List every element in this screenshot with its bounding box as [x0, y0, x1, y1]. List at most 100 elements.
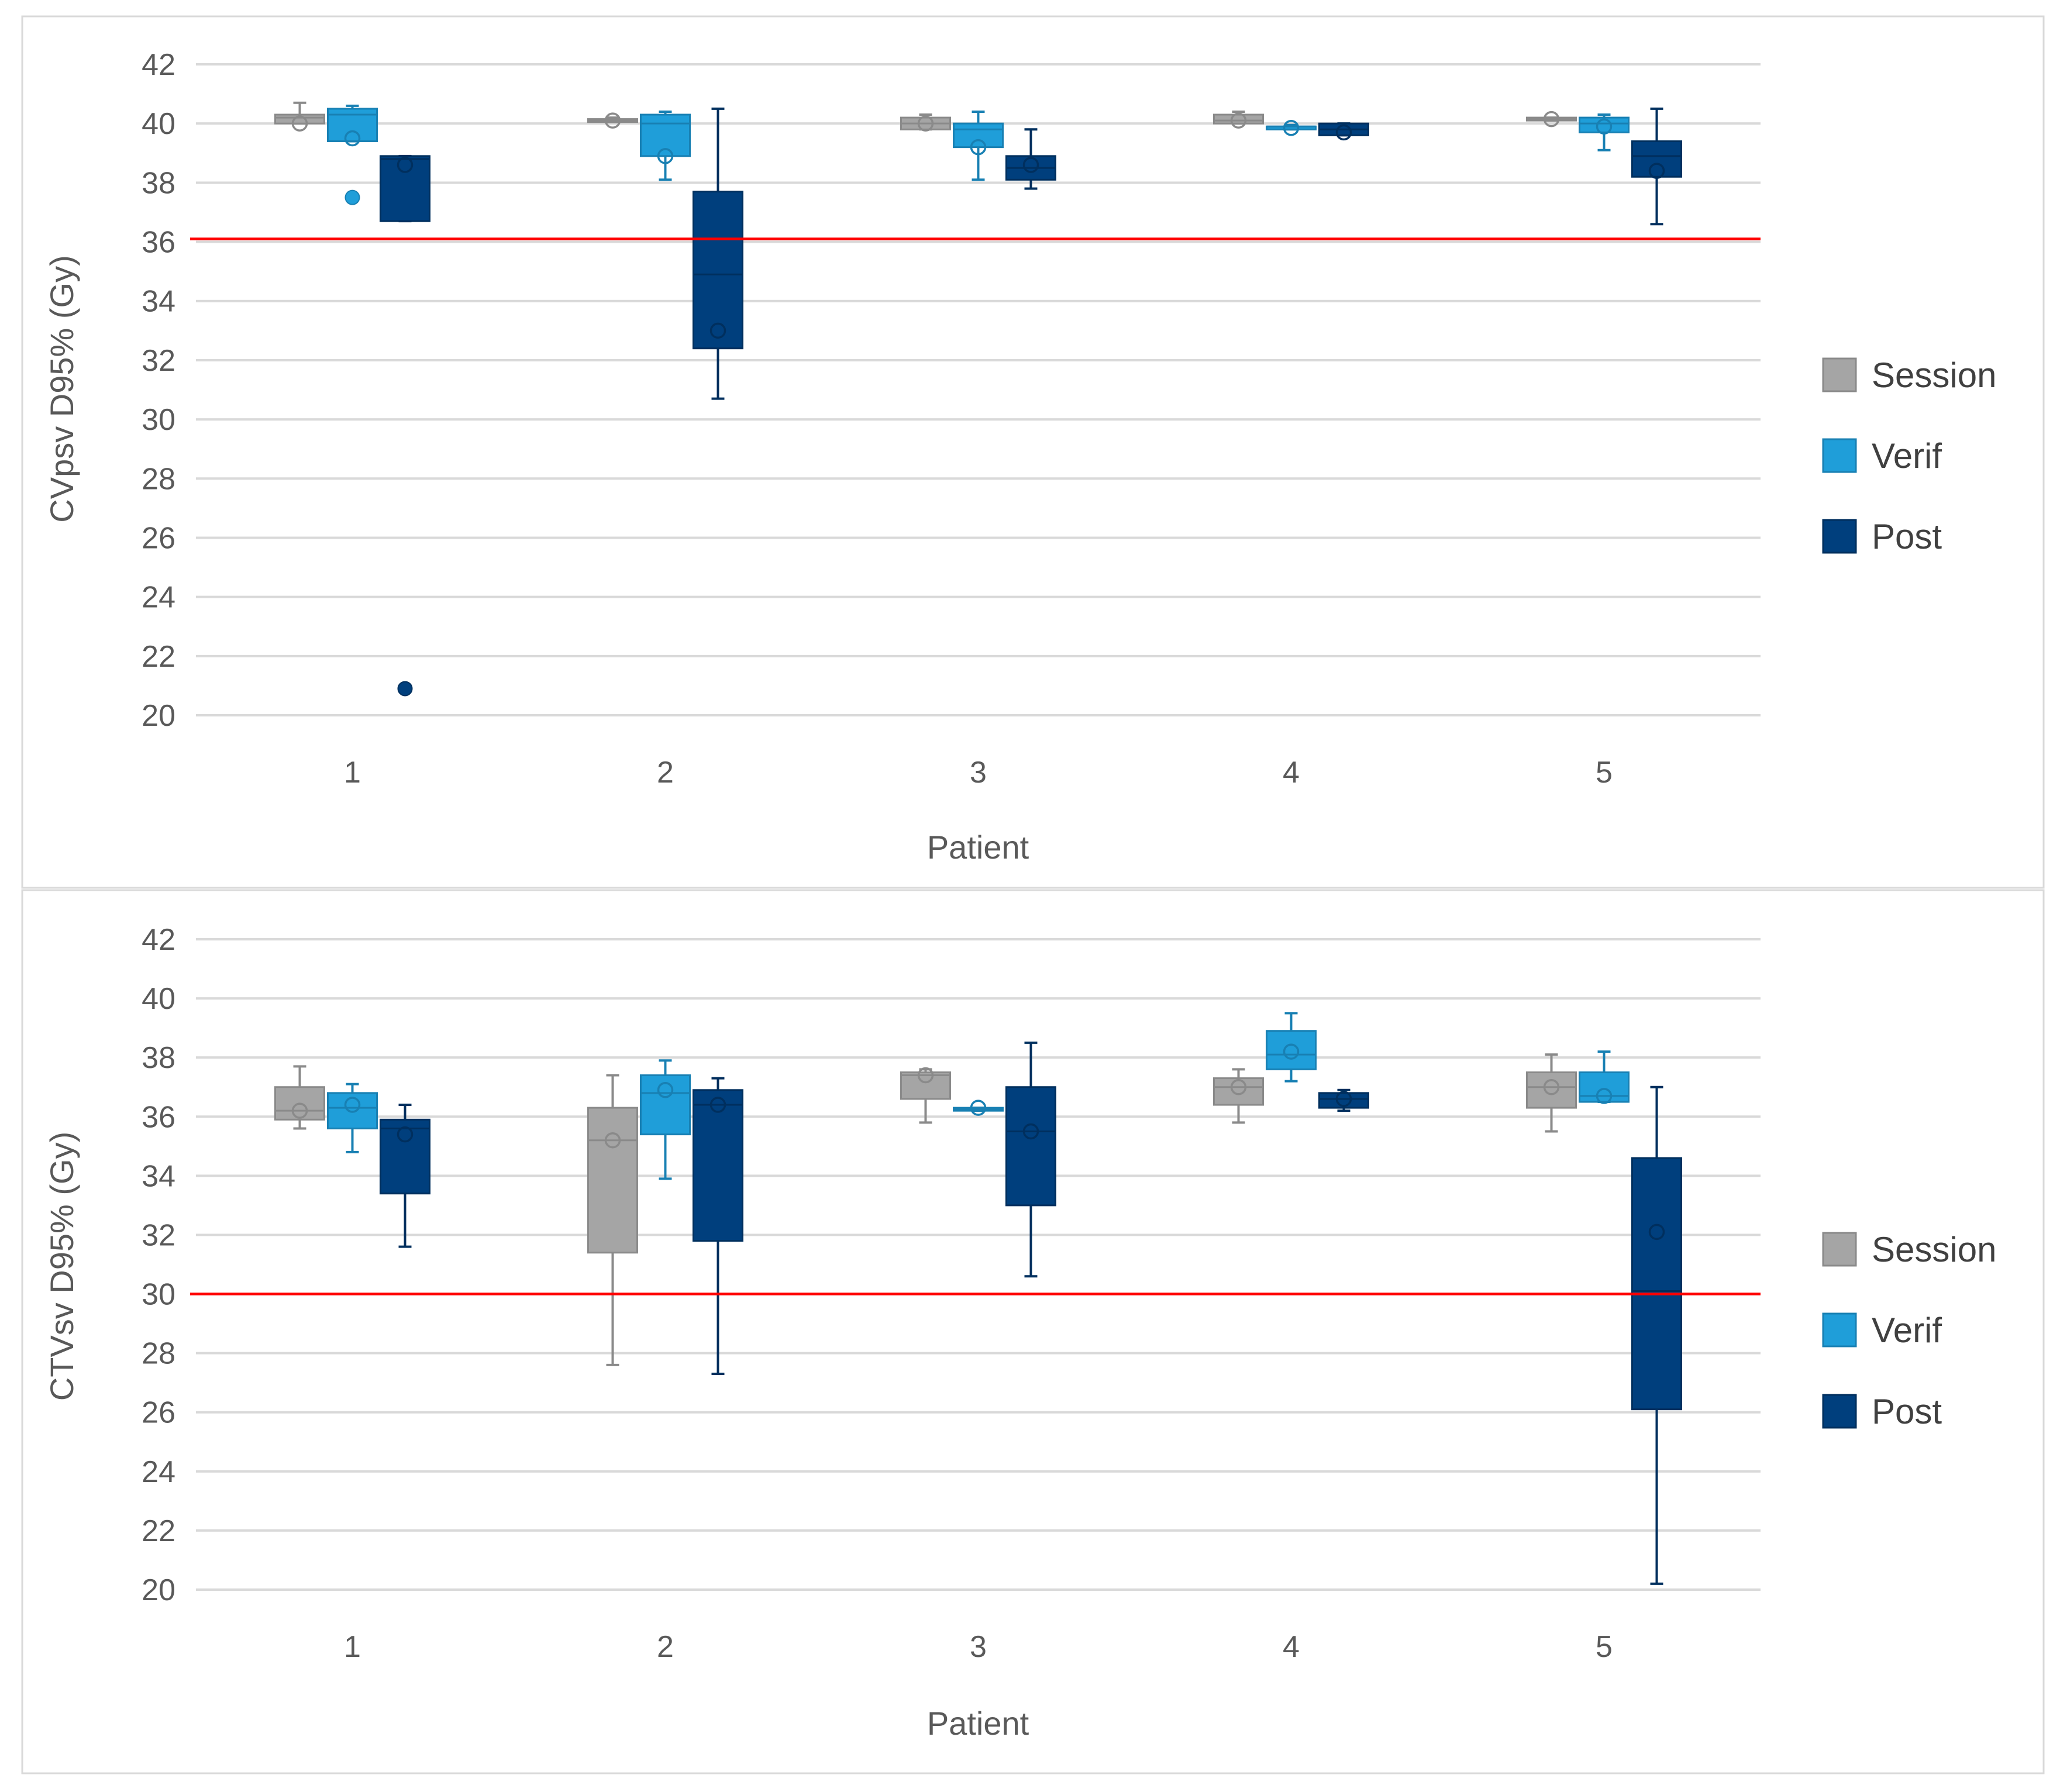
box-session-patient-5 [1526, 111, 1577, 127]
y-tick-label: 22 [142, 1514, 175, 1548]
outlier-point [345, 189, 360, 205]
y-tick-label: 34 [142, 1159, 175, 1193]
x-tick-label: 5 [1596, 1630, 1613, 1664]
x-tick-label: 2 [657, 756, 674, 790]
box-body [587, 1107, 638, 1254]
mean-marker [1596, 118, 1613, 135]
box-post-patient-2 [693, 107, 743, 400]
mean-marker [657, 1082, 674, 1098]
box-session-patient-1 [274, 101, 325, 132]
x-tick-label: 4 [1283, 1630, 1300, 1664]
box-body [1631, 140, 1682, 178]
box-post-patient-1 [380, 154, 430, 697]
x-axis-title: Patient [927, 1705, 1029, 1742]
y-tick-label: 20 [142, 1573, 175, 1607]
box-body [953, 122, 1004, 149]
panel-frame [21, 889, 2045, 1774]
mean-marker [344, 130, 361, 147]
mean-marker [1648, 163, 1665, 179]
gridlines [196, 63, 1761, 716]
x-tick-label: 2 [657, 1630, 674, 1664]
box-session-patient-4 [1213, 110, 1264, 129]
x-tick-label: 5 [1596, 756, 1613, 790]
box-post-patient-5 [1631, 1085, 1682, 1585]
box-post-patient-5 [1631, 107, 1682, 226]
x-axis-title: Patient [927, 829, 1029, 866]
box-session-patient-4 [1213, 1068, 1264, 1124]
mean-marker [917, 115, 934, 132]
legend-item-session: Session [1822, 1230, 1996, 1269]
y-tick-label: 20 [142, 699, 175, 733]
legend-label-verif: Verif [1872, 436, 1942, 475]
box-body [274, 1086, 325, 1121]
legend-swatch-post [1822, 1394, 1857, 1429]
mean-marker [604, 1132, 621, 1149]
y-tick-label: 24 [142, 581, 175, 615]
box-body [1631, 1157, 1682, 1411]
legend-swatch-post [1822, 519, 1857, 554]
mean-marker [1283, 1043, 1300, 1060]
x-tick-labels: 1 2 3 4 5 [344, 1630, 1613, 1664]
x-tick-label: 1 [344, 756, 361, 790]
box-post-patient-4 [1318, 122, 1369, 141]
mean-marker [970, 1100, 987, 1116]
mean-marker [1283, 120, 1300, 136]
legend: Session Verif Post [1822, 1230, 1996, 1431]
box-post-patient-3 [1005, 128, 1056, 190]
legend-swatch-session [1822, 1232, 1857, 1267]
y-tick-labels: 20 22 24 26 28 30 32 34 36 38 40 42 [142, 923, 175, 1607]
y-tick-label: 42 [142, 923, 175, 957]
mean-marker [917, 1067, 934, 1084]
mean-marker [1230, 112, 1247, 129]
y-tick-label: 30 [142, 403, 175, 437]
x-tick-label: 3 [970, 756, 987, 790]
box-body [1579, 1071, 1630, 1103]
mean-marker [1022, 1123, 1039, 1140]
box-body [327, 108, 378, 143]
box-post-patient-3 [1005, 1041, 1056, 1278]
box-body [1213, 1077, 1264, 1106]
box-session-patient-2 [587, 112, 638, 129]
box-session-patient-1 [274, 1065, 325, 1130]
mean-marker [397, 157, 414, 173]
y-tick-label: 36 [142, 1100, 175, 1134]
box-verif-patient-5 [1579, 1050, 1630, 1104]
y-tick-label: 34 [142, 285, 175, 319]
box-body [640, 1074, 691, 1136]
mean-marker [1230, 1078, 1247, 1095]
box-post-patient-4 [1318, 1088, 1369, 1112]
y-tick-label: 24 [142, 1455, 175, 1489]
mean-marker [1022, 157, 1039, 173]
legend-swatch-verif [1822, 438, 1857, 473]
mean-marker [1335, 124, 1352, 141]
box-session-patient-3 [900, 113, 951, 132]
mean-marker [344, 1097, 361, 1113]
outlier-point [397, 681, 413, 697]
box-body [1266, 1030, 1317, 1070]
legend-swatch-verif [1822, 1312, 1857, 1348]
box-post-patient-2 [693, 1077, 743, 1376]
legend-item-session: Session [1822, 356, 1996, 395]
box-verif-patient-2 [640, 110, 691, 181]
box-session-patient-3 [900, 1067, 951, 1124]
x-tick-label: 3 [970, 1630, 987, 1664]
box-plots [274, 1012, 1682, 1585]
legend-item-verif: Verif [1822, 1311, 1942, 1350]
legend: Session Verif Post [1822, 356, 1996, 556]
y-tick-label: 26 [142, 521, 175, 555]
mean-marker [657, 148, 674, 164]
y-tick-label: 32 [142, 1218, 175, 1252]
box-verif-patient-1 [327, 1083, 378, 1153]
y-tick-label: 42 [142, 48, 175, 82]
legend-swatch-session [1822, 357, 1857, 392]
box-post-patient-1 [380, 1104, 430, 1248]
panel-frame [21, 15, 2045, 889]
box-body [380, 155, 430, 222]
x-tick-labels: 1 2 3 4 5 [344, 756, 1613, 790]
mean-marker [970, 139, 987, 156]
mean-marker [397, 1126, 414, 1143]
x-tick-label: 4 [1283, 756, 1300, 790]
legend-item-post: Post [1822, 517, 1942, 556]
